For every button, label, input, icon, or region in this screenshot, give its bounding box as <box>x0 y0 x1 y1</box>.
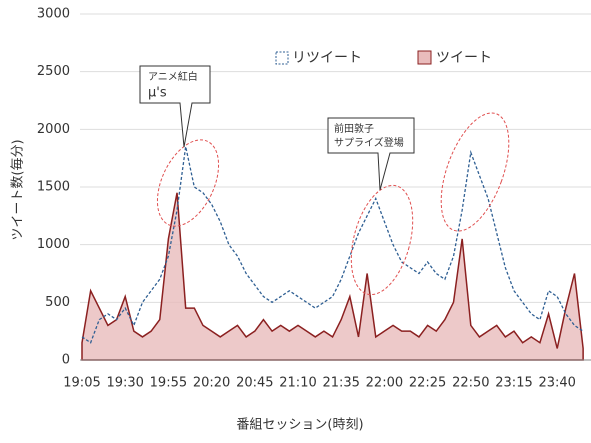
callout <box>327 117 415 191</box>
y-tick-label: 1000 <box>37 237 70 252</box>
legend-swatch <box>275 51 289 65</box>
x-tick-label: 21:10 <box>279 376 316 391</box>
y-tick-label: 500 <box>45 295 70 310</box>
line <box>81 146 584 344</box>
x-axis-label: 番組セッション(時刻) <box>236 418 363 433</box>
annotations: アニメ紅白 μ's 前田敦子 サプライズ登場 <box>139 65 510 296</box>
y-tick-label: 0 <box>62 353 70 368</box>
x-tick-label: 20:20 <box>193 376 230 391</box>
legend-label: リツイート <box>292 50 362 66</box>
callout <box>139 65 211 148</box>
x-tick-label: 22:00 <box>366 376 403 391</box>
x-tick-label: 21:35 <box>322 376 359 391</box>
legend-label: ツイート <box>436 50 492 66</box>
y-tick-label: 2000 <box>37 122 70 137</box>
x-tick-label: 22:25 <box>409 376 446 391</box>
highlight <box>440 112 510 232</box>
y-axis-label: ツイート数(毎分) <box>10 139 26 240</box>
y-tick-label: 3000 <box>37 7 70 22</box>
annotation-text: 前田敦子 <box>334 122 374 135</box>
x-tick-label: 23:40 <box>538 376 575 391</box>
y-tick-label: 1500 <box>37 180 70 195</box>
highlight <box>156 139 220 227</box>
x-tick-label: 23:15 <box>495 376 532 391</box>
area <box>81 192 584 361</box>
x-tick-label: 22:50 <box>452 376 489 391</box>
x-tick-label: 20:45 <box>236 376 273 391</box>
legend-swatch <box>417 50 432 65</box>
x-tick-label: 19:55 <box>150 376 187 391</box>
x-tick-label: 19:30 <box>106 376 143 391</box>
highlight <box>350 184 414 296</box>
legend: リツイート ツイート <box>275 50 492 66</box>
annotation-text: アニメ紅白 <box>148 70 198 83</box>
annotation-text: μ's <box>148 86 167 101</box>
annotation-text: サプライズ登場 <box>334 136 404 149</box>
x-tick-label: 19:05 <box>63 376 100 391</box>
y-tick-label: 2500 <box>37 64 70 79</box>
